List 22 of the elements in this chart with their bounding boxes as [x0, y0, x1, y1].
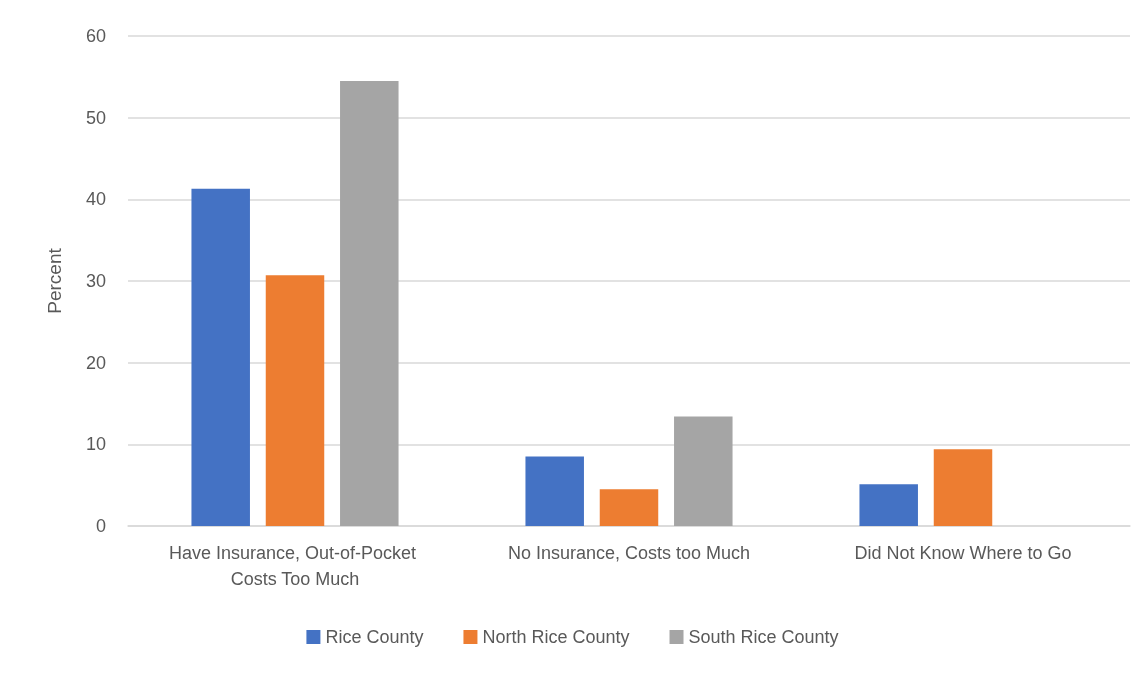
y-tick-label: 20 [85, 352, 106, 373]
y-tick-label: 50 [85, 107, 106, 128]
bar [933, 449, 993, 526]
y-tick-label: 60 [85, 26, 106, 46]
y-axis-title: Percent [44, 247, 65, 314]
x-tick-label: Have Insurance, Out-of-Pocket Costs Too Much [168, 543, 422, 589]
y-tick-label: 40 [85, 189, 106, 210]
x-tick-label: Did Not Know Where to Go [854, 543, 1072, 563]
bar [525, 456, 584, 526]
bar [674, 416, 733, 526]
bar [859, 484, 918, 526]
bar [265, 275, 325, 526]
bar [191, 188, 250, 526]
legend-label: South Rice County [688, 627, 839, 647]
y-tick-label: 0 [95, 516, 106, 536]
y-tick-label: 10 [85, 434, 106, 455]
legend-label: Rice County [325, 627, 424, 647]
x-tick-label: No Insurance, Costs too Much [507, 543, 751, 563]
bar [599, 489, 659, 526]
bar [340, 80, 399, 526]
legend-label: North Rice County [482, 627, 630, 647]
y-tick-label: 30 [85, 271, 106, 291]
